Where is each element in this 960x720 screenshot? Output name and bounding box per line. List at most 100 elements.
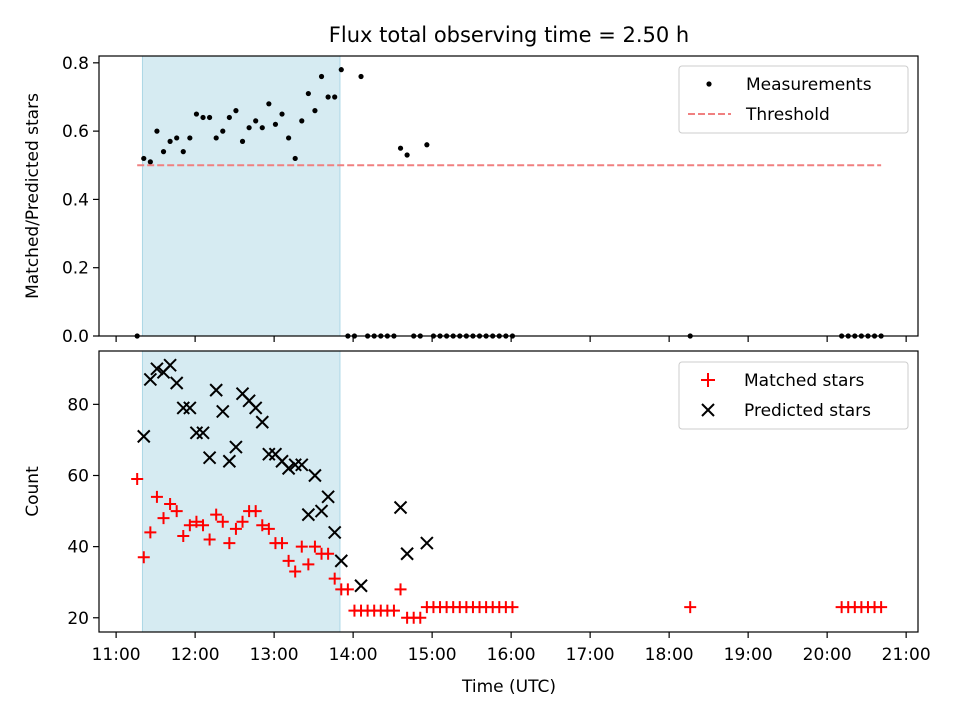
legend-matched-marker [701,373,715,387]
predicted-stars-point [288,458,302,472]
matched-stars-point [289,565,302,578]
predicted-stars-point [222,454,237,468]
matched-stars-point [506,601,519,614]
predicted-stars-point [334,554,348,568]
matched-stars-point [229,522,242,535]
measurement-point [404,152,410,158]
predicted-stars-point [393,500,408,515]
observing-window-shade [141,350,341,633]
legend-predicted-label: Predicted stars [744,401,871,421]
measurement-point [233,108,239,114]
y-tick-label: 0.2 [62,259,89,279]
matched-stars-point [249,505,262,518]
matched-stars-point [295,540,308,553]
predicted-stars-point [189,426,204,440]
ratio-y-axis-label: Matched/Predicted stars [23,93,43,299]
y-tick-label: 0.8 [62,54,89,74]
matched-stars-point [177,529,190,542]
measurement-point [312,108,318,114]
measurement-point [253,118,259,124]
measurement-point [266,101,272,107]
predicted-stars-point [327,525,342,540]
measurement-point [292,155,298,162]
matched-stars-point [150,490,163,503]
x-tick-label: 17:00 [566,645,615,665]
measurement-point [424,142,430,148]
measurement-point [220,128,226,134]
x-tick-label: 21:00 [882,645,931,665]
count-marks [131,358,888,624]
matched-stars-point [203,533,216,546]
y-tick-label: 20 [67,609,89,629]
measurement-point [160,149,167,155]
measurement-point [299,118,305,124]
matched-stars-point [387,604,400,617]
predicted-stars-point [137,429,151,444]
matched-stars-point [322,547,335,560]
count-y-axis-label: Count [23,466,43,517]
y-tick-label: 0.0 [62,327,89,347]
matched-stars-point [328,572,341,585]
predicted-stars-point [255,415,269,429]
x-tick-label: 12:00 [171,645,220,665]
y-tick-label: 0.4 [62,190,89,210]
y-tick-label: 0.6 [62,122,89,142]
ratio-x-axis [115,336,907,342]
predicted-stars-point [301,507,316,522]
count-plot-frame [98,350,919,633]
measurement-point [397,145,404,151]
legend-measurements-marker [706,81,712,87]
y-tick-label: 60 [67,466,89,486]
matched-stars-point [262,522,275,535]
ratio-panel: 0.00.20.40.60.8 Matched/Predicted stars … [23,54,919,347]
x-tick-label: 14:00 [329,645,378,665]
y-tick-label: 40 [67,538,89,558]
measurement-point [141,155,147,162]
matched-stars-point [131,473,144,486]
measurement-point [246,125,252,131]
predicted-stars-point [202,451,217,465]
matched-stars-point [414,611,427,624]
count-legend-box [678,361,909,430]
x-tick-label: 13:00 [250,645,299,665]
predicted-stars-point [321,490,335,504]
count-y-axis: 20 40 60 80 [67,395,99,629]
legend-predicted-marker [701,403,715,417]
count-legend: Matched stars Predicted stars [678,361,909,430]
predicted-stars-point [163,358,177,372]
measurement-point [332,94,338,100]
measurement-point [272,121,279,127]
matched-stars-point [137,551,150,564]
predicted-stars-point [262,447,276,461]
matched-stars-point [282,554,295,567]
matched-stars-point [236,515,249,528]
x-tick-label: 15:00 [408,645,457,665]
legend-measurements-label: Measurements [746,75,872,95]
matched-stars-point [170,505,183,518]
matched-stars-point [157,512,170,525]
measurement-point [193,111,200,117]
measurement-point [358,73,364,80]
x-tick-label: 19:00 [724,645,773,665]
measurement-point [286,135,292,141]
predicted-stars-point [420,536,434,550]
x-tick-label: 18:00 [645,645,694,665]
measurement-point [180,149,186,155]
measurement-point [174,135,180,141]
matched-stars-point [308,540,321,553]
predicted-stars-point [169,376,184,390]
matched-stars-point [256,519,269,532]
measurement-point [167,138,173,144]
predicted-stars-point [143,372,158,387]
measurement-point [154,128,160,134]
matched-stars-point [341,583,354,596]
predicted-stars-point [209,383,223,397]
matched-stars-point [223,537,236,550]
ratio-legend: Measurements Threshold [678,65,909,134]
predicted-stars-point [354,579,368,593]
y-tick-label: 80 [67,395,89,415]
predicted-stars-point [295,458,309,472]
x-axis-label: Time (UTC) [461,677,556,697]
measurement-point [213,135,219,141]
